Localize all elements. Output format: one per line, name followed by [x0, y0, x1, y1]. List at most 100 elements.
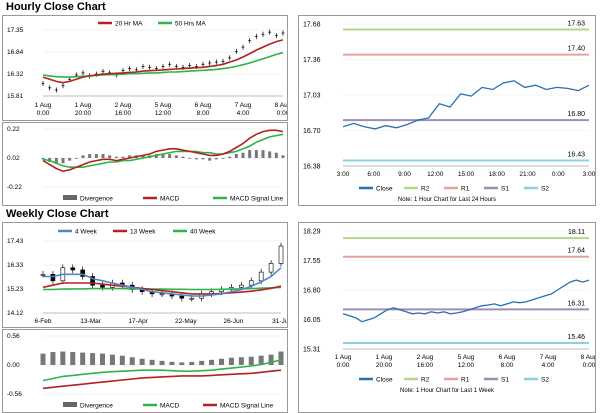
y-tick-label: 16.80: [303, 288, 321, 295]
x-tick-label: 12:00: [458, 362, 475, 369]
x-tick-label: 20:00: [75, 110, 92, 117]
y-tick-label: 0.56: [7, 333, 20, 340]
x-tick-label: 26-Jun: [223, 318, 243, 325]
divergence-bar: [194, 158, 198, 160]
divergence-bar: [248, 150, 252, 158]
divergence-bar: [199, 360, 205, 365]
x-tick-label: 6:00: [367, 171, 380, 178]
legend-swatch-divergence: [63, 195, 77, 200]
x-tick-label: 15:00: [458, 171, 475, 178]
weekly-sr-chart: 18.29 17.55 16.80 16.05 15.31 18.11 17.64 16.31…: [298, 222, 596, 413]
y-tick-label: 0.02: [7, 155, 20, 162]
signal-line: [42, 369, 282, 390]
divergence-bar: [88, 154, 92, 158]
candle-body: [278, 245, 284, 264]
divergence-bar: [139, 358, 145, 365]
x-tick-label: 8:00: [197, 110, 210, 117]
x-tick-label: 5 Aug: [458, 354, 475, 361]
legend-label-s2: S2: [541, 377, 549, 384]
candle-body: [80, 269, 85, 277]
level-label-r2: 17.63: [567, 20, 585, 27]
divergence-bar: [188, 158, 192, 159]
divergence-bar: [70, 352, 76, 365]
divergence-bar: [60, 351, 66, 365]
divergence-bar: [221, 158, 225, 159]
divergence-bar: [141, 155, 145, 158]
divergence-bar: [274, 152, 278, 158]
divergence-bar: [100, 353, 105, 365]
legend-label-13-week: 13 Week: [130, 229, 156, 236]
divergence-bar: [121, 156, 125, 158]
divergence-bar: [109, 354, 115, 365]
legend-label-close: Close: [376, 377, 393, 384]
divergence-bar: [114, 156, 118, 158]
x-tick-label: 3:00: [337, 171, 350, 178]
x-tick-label: 8 Aug: [581, 354, 595, 361]
divergence-bar: [81, 155, 85, 158]
x-tick-label: 1 Aug: [35, 102, 52, 109]
y-tick-label: 15.31: [303, 347, 321, 354]
legend-label-r1: R1: [461, 377, 470, 384]
x-tick-label: 5 Aug: [155, 102, 172, 109]
x-tick-label: 16:00: [417, 362, 434, 369]
weekly-price-svg: 4 Week 13 Week 40 Week 17.43 16.33 15.23 14.12…: [7, 229, 287, 326]
x-tick-label: 18:00: [489, 171, 506, 178]
y-tick-label: 17.35: [7, 27, 24, 34]
legend-label-macd: MACD: [160, 403, 179, 410]
y-tick-label: 17.55: [303, 258, 321, 265]
divergence-bar: [108, 155, 112, 158]
divergence-bar: [149, 359, 155, 365]
level-label-r2: 18.11: [568, 229, 585, 236]
divergence-bar: [50, 352, 56, 365]
y-tick-label: 14.12: [7, 310, 24, 317]
weekly-section-title: Weekly Close Chart: [6, 208, 109, 220]
y-tick-label: 17.43: [7, 238, 24, 245]
divergence-bar: [119, 355, 125, 365]
y-tick-label: 16.33: [7, 262, 24, 269]
legend-label-divergence: Divergence: [80, 196, 113, 203]
candle-body: [90, 276, 95, 286]
legend-swatch-divergence: [63, 402, 77, 407]
level-label-s1: 16.31: [567, 300, 585, 307]
x-tick-label: 13-Mar: [80, 318, 101, 325]
divergence-bar: [129, 357, 135, 365]
x-tick-label: 0:00: [583, 362, 595, 369]
candle-body: [268, 263, 274, 273]
x-tick-label: 4:00: [237, 110, 250, 117]
divergence-bar: [94, 154, 98, 158]
x-tick-label: 12:00: [427, 171, 444, 178]
divergence-bar: [234, 154, 238, 158]
legend-label-s2: S2: [541, 186, 549, 193]
divergence-bar: [101, 154, 105, 158]
x-tick-label: 8:00: [501, 362, 514, 369]
divergence-bar: [128, 155, 132, 158]
divergence-bar: [254, 150, 258, 158]
legend-label-divergence: Divergence: [80, 403, 113, 410]
divergence-bar: [208, 158, 212, 161]
x-tick-label: 2 Aug: [417, 354, 434, 361]
divergence-bar: [258, 355, 264, 365]
divergence-bar: [214, 158, 218, 160]
y-tick-label: 17.36: [303, 57, 321, 64]
legend-label-r2: R2: [421, 186, 430, 193]
legend-label-40-week: 40 Week: [190, 229, 216, 236]
chart-note: Note: 1 Hour Chart for Last 1 Week: [400, 388, 495, 394]
legend-label-close: Close: [376, 186, 393, 193]
x-tick-label: 17-Apr: [128, 318, 148, 325]
hourly-sr-svg: 17.68 17.36 17.03 16.70 16.38 17.63 17.40 16.80…: [303, 20, 595, 203]
x-tick-label: 21:00: [519, 171, 536, 178]
x-tick-label: 2 Aug: [115, 102, 132, 109]
candle-body: [258, 271, 264, 282]
x-tick-label: 0:00: [552, 171, 565, 178]
x-tick-label: 4:00: [542, 362, 555, 369]
level-label-s1: 16.80: [567, 111, 585, 118]
y-tick-label: 16.05: [303, 317, 321, 324]
x-tick-label: 3:00: [583, 171, 595, 178]
y-tick-label: 0.00: [7, 362, 20, 369]
x-tick-label: 12:00: [155, 110, 172, 117]
divergence-bar: [174, 155, 178, 158]
divergence-bar: [168, 154, 172, 158]
level-label-s2: 15.46: [567, 334, 585, 341]
y-tick-label: 17.68: [303, 22, 321, 29]
candle-body: [70, 267, 76, 271]
